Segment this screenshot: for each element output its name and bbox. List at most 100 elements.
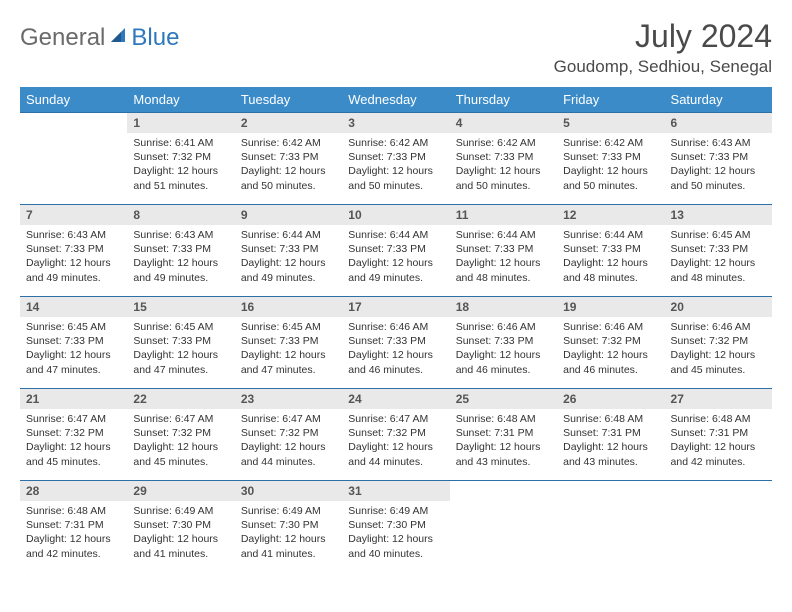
sunrise-text: Sunrise: 6:48 AM	[671, 412, 766, 426]
calendar-day-cell: 7Sunrise: 6:43 AMSunset: 7:33 PMDaylight…	[20, 205, 127, 297]
day-detail: Sunrise: 6:48 AMSunset: 7:31 PMDaylight:…	[450, 409, 557, 473]
brand-text-blue: Blue	[131, 24, 179, 52]
daylight-text: Daylight: 12 hours and 40 minutes.	[348, 532, 443, 560]
daylight-text: Daylight: 12 hours and 45 minutes.	[671, 348, 766, 376]
sunrise-text: Sunrise: 6:47 AM	[133, 412, 228, 426]
daylight-text: Daylight: 12 hours and 49 minutes.	[26, 256, 121, 284]
sunrise-text: Sunrise: 6:49 AM	[348, 504, 443, 518]
calendar-day-cell	[20, 113, 127, 205]
day-detail: Sunrise: 6:45 AMSunset: 7:33 PMDaylight:…	[20, 317, 127, 381]
day-detail: Sunrise: 6:45 AMSunset: 7:33 PMDaylight:…	[665, 225, 772, 289]
sunrise-text: Sunrise: 6:43 AM	[26, 228, 121, 242]
sunset-text: Sunset: 7:32 PM	[241, 426, 336, 440]
sunset-text: Sunset: 7:33 PM	[563, 242, 658, 256]
sunset-text: Sunset: 7:30 PM	[133, 518, 228, 532]
day-detail: Sunrise: 6:49 AMSunset: 7:30 PMDaylight:…	[235, 501, 342, 565]
daylight-text: Daylight: 12 hours and 46 minutes.	[563, 348, 658, 376]
daylight-text: Daylight: 12 hours and 46 minutes.	[348, 348, 443, 376]
sunset-text: Sunset: 7:32 PM	[133, 426, 228, 440]
location-subtitle: Goudomp, Sedhiou, Senegal	[554, 57, 772, 77]
day-number: 10	[342, 205, 449, 225]
day-detail: Sunrise: 6:47 AMSunset: 7:32 PMDaylight:…	[235, 409, 342, 473]
sunset-text: Sunset: 7:33 PM	[241, 150, 336, 164]
sunset-text: Sunset: 7:33 PM	[456, 150, 551, 164]
day-detail: Sunrise: 6:42 AMSunset: 7:33 PMDaylight:…	[557, 133, 664, 197]
daylight-text: Daylight: 12 hours and 47 minutes.	[26, 348, 121, 376]
sunrise-text: Sunrise: 6:45 AM	[133, 320, 228, 334]
day-number: 3	[342, 113, 449, 133]
day-detail: Sunrise: 6:48 AMSunset: 7:31 PMDaylight:…	[20, 501, 127, 565]
daylight-text: Daylight: 12 hours and 42 minutes.	[671, 440, 766, 468]
day-number: 17	[342, 297, 449, 317]
calendar-day-cell: 24Sunrise: 6:47 AMSunset: 7:32 PMDayligh…	[342, 389, 449, 481]
calendar-day-cell: 21Sunrise: 6:47 AMSunset: 7:32 PMDayligh…	[20, 389, 127, 481]
day-detail: Sunrise: 6:46 AMSunset: 7:32 PMDaylight:…	[557, 317, 664, 381]
weekday-header: Tuesday	[235, 87, 342, 113]
daylight-text: Daylight: 12 hours and 50 minutes.	[671, 164, 766, 192]
day-detail: Sunrise: 6:43 AMSunset: 7:33 PMDaylight:…	[20, 225, 127, 289]
day-detail: Sunrise: 6:49 AMSunset: 7:30 PMDaylight:…	[127, 501, 234, 565]
day-number: 11	[450, 205, 557, 225]
sunset-text: Sunset: 7:33 PM	[563, 150, 658, 164]
sunset-text: Sunset: 7:33 PM	[133, 242, 228, 256]
sunrise-text: Sunrise: 6:49 AM	[241, 504, 336, 518]
day-detail: Sunrise: 6:44 AMSunset: 7:33 PMDaylight:…	[342, 225, 449, 289]
sunset-text: Sunset: 7:33 PM	[671, 150, 766, 164]
daylight-text: Daylight: 12 hours and 41 minutes.	[241, 532, 336, 560]
day-detail: Sunrise: 6:46 AMSunset: 7:32 PMDaylight:…	[665, 317, 772, 381]
weekday-header: Monday	[127, 87, 234, 113]
sunset-text: Sunset: 7:33 PM	[133, 334, 228, 348]
weekday-header: Saturday	[665, 87, 772, 113]
day-detail: Sunrise: 6:42 AMSunset: 7:33 PMDaylight:…	[450, 133, 557, 197]
sunrise-text: Sunrise: 6:45 AM	[671, 228, 766, 242]
sunset-text: Sunset: 7:33 PM	[456, 242, 551, 256]
calendar-day-cell	[665, 481, 772, 573]
day-number: 30	[235, 481, 342, 501]
calendar-day-cell: 1Sunrise: 6:41 AMSunset: 7:32 PMDaylight…	[127, 113, 234, 205]
daylight-text: Daylight: 12 hours and 43 minutes.	[563, 440, 658, 468]
sunset-text: Sunset: 7:33 PM	[26, 334, 121, 348]
day-detail: Sunrise: 6:45 AMSunset: 7:33 PMDaylight:…	[127, 317, 234, 381]
sunset-text: Sunset: 7:30 PM	[241, 518, 336, 532]
day-number: 16	[235, 297, 342, 317]
daylight-text: Daylight: 12 hours and 48 minutes.	[671, 256, 766, 284]
brand-sail-icon	[109, 26, 129, 51]
daylight-text: Daylight: 12 hours and 41 minutes.	[133, 532, 228, 560]
sunrise-text: Sunrise: 6:44 AM	[348, 228, 443, 242]
calendar-day-cell	[450, 481, 557, 573]
calendar-day-cell: 29Sunrise: 6:49 AMSunset: 7:30 PMDayligh…	[127, 481, 234, 573]
daylight-text: Daylight: 12 hours and 47 minutes.	[241, 348, 336, 376]
calendar-week-row: 14Sunrise: 6:45 AMSunset: 7:33 PMDayligh…	[20, 297, 772, 389]
calendar-day-cell: 31Sunrise: 6:49 AMSunset: 7:30 PMDayligh…	[342, 481, 449, 573]
day-number: 24	[342, 389, 449, 409]
day-number: 26	[557, 389, 664, 409]
sunrise-text: Sunrise: 6:44 AM	[241, 228, 336, 242]
sunrise-text: Sunrise: 6:48 AM	[563, 412, 658, 426]
sunrise-text: Sunrise: 6:44 AM	[456, 228, 551, 242]
day-detail: Sunrise: 6:44 AMSunset: 7:33 PMDaylight:…	[450, 225, 557, 289]
weekday-header: Thursday	[450, 87, 557, 113]
calendar-day-cell: 28Sunrise: 6:48 AMSunset: 7:31 PMDayligh…	[20, 481, 127, 573]
calendar-header-row: SundayMondayTuesdayWednesdayThursdayFrid…	[20, 87, 772, 113]
sunrise-text: Sunrise: 6:41 AM	[133, 136, 228, 150]
sunrise-text: Sunrise: 6:48 AM	[456, 412, 551, 426]
calendar-day-cell: 18Sunrise: 6:46 AMSunset: 7:33 PMDayligh…	[450, 297, 557, 389]
calendar-day-cell: 25Sunrise: 6:48 AMSunset: 7:31 PMDayligh…	[450, 389, 557, 481]
day-number: 25	[450, 389, 557, 409]
sunrise-text: Sunrise: 6:45 AM	[26, 320, 121, 334]
calendar-day-cell: 4Sunrise: 6:42 AMSunset: 7:33 PMDaylight…	[450, 113, 557, 205]
sunrise-text: Sunrise: 6:47 AM	[241, 412, 336, 426]
day-number: 8	[127, 205, 234, 225]
sunset-text: Sunset: 7:33 PM	[671, 242, 766, 256]
calendar-day-cell: 13Sunrise: 6:45 AMSunset: 7:33 PMDayligh…	[665, 205, 772, 297]
sunset-text: Sunset: 7:33 PM	[26, 242, 121, 256]
sunset-text: Sunset: 7:33 PM	[348, 150, 443, 164]
day-detail: Sunrise: 6:43 AMSunset: 7:33 PMDaylight:…	[127, 225, 234, 289]
calendar-day-cell: 15Sunrise: 6:45 AMSunset: 7:33 PMDayligh…	[127, 297, 234, 389]
weekday-header: Wednesday	[342, 87, 449, 113]
calendar-day-cell: 3Sunrise: 6:42 AMSunset: 7:33 PMDaylight…	[342, 113, 449, 205]
weekday-header: Friday	[557, 87, 664, 113]
daylight-text: Daylight: 12 hours and 48 minutes.	[456, 256, 551, 284]
daylight-text: Daylight: 12 hours and 49 minutes.	[241, 256, 336, 284]
daylight-text: Daylight: 12 hours and 50 minutes.	[241, 164, 336, 192]
